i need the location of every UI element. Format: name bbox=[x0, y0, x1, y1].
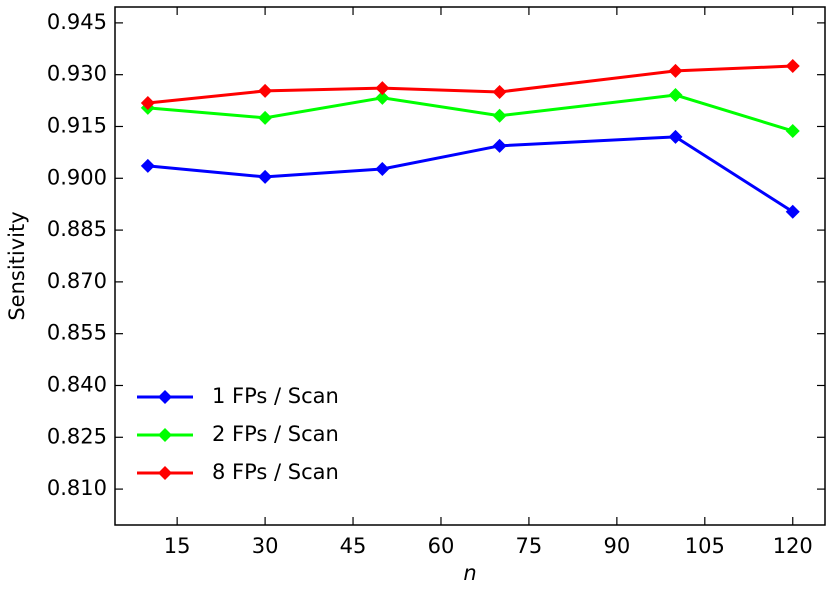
plot-frame bbox=[114, 6, 826, 526]
legend-marker bbox=[158, 466, 172, 480]
y-tick-label: 0.915 bbox=[47, 113, 107, 137]
marker bbox=[785, 123, 800, 138]
y-tick-label: 0.885 bbox=[47, 217, 107, 241]
y-tick-label: 0.945 bbox=[47, 10, 107, 34]
marker bbox=[492, 138, 507, 153]
marker bbox=[258, 169, 273, 184]
marker bbox=[492, 84, 507, 99]
x-tick-label: 45 bbox=[340, 534, 367, 558]
y-tick-label: 0.870 bbox=[47, 269, 107, 293]
legend-marker bbox=[158, 390, 172, 404]
marker bbox=[668, 63, 683, 78]
marker bbox=[785, 59, 800, 74]
x-tick-label: 120 bbox=[773, 534, 813, 558]
series-line bbox=[147, 64, 793, 105]
series-line bbox=[147, 93, 794, 133]
legend-marker bbox=[158, 428, 172, 442]
legend-label: 8 FPs / Scan bbox=[212, 460, 339, 484]
marker bbox=[375, 90, 390, 105]
x-tick-label: 15 bbox=[164, 534, 191, 558]
marker bbox=[492, 108, 507, 123]
legend-label: 2 FPs / Scan bbox=[212, 422, 339, 446]
legend-label: 1 FPs / Scan bbox=[212, 384, 339, 408]
x-axis-label: n bbox=[463, 561, 476, 585]
marker bbox=[140, 158, 155, 173]
marker bbox=[140, 96, 155, 111]
y-tick-label: 0.930 bbox=[47, 62, 107, 86]
x-tick-label: 105 bbox=[685, 534, 725, 558]
x-tick-label: 60 bbox=[428, 534, 455, 558]
y-tick-label: 0.855 bbox=[47, 321, 107, 345]
x-tick-label: 30 bbox=[252, 534, 279, 558]
y-tick-label: 0.825 bbox=[47, 424, 107, 448]
marker bbox=[258, 83, 273, 98]
marker bbox=[668, 88, 683, 103]
y-tick-label: 0.810 bbox=[47, 476, 107, 500]
marker bbox=[375, 81, 390, 96]
marker bbox=[668, 129, 683, 144]
y-tick-label: 0.840 bbox=[47, 372, 107, 396]
y-axis-label: Sensitivity bbox=[5, 211, 29, 320]
x-tick-label: 75 bbox=[516, 534, 543, 558]
x-tick-label: 90 bbox=[603, 534, 630, 558]
y-tick-label: 0.900 bbox=[47, 165, 107, 189]
marker bbox=[375, 161, 390, 176]
marker bbox=[258, 110, 273, 125]
series-line bbox=[147, 135, 794, 214]
marker bbox=[785, 204, 800, 219]
